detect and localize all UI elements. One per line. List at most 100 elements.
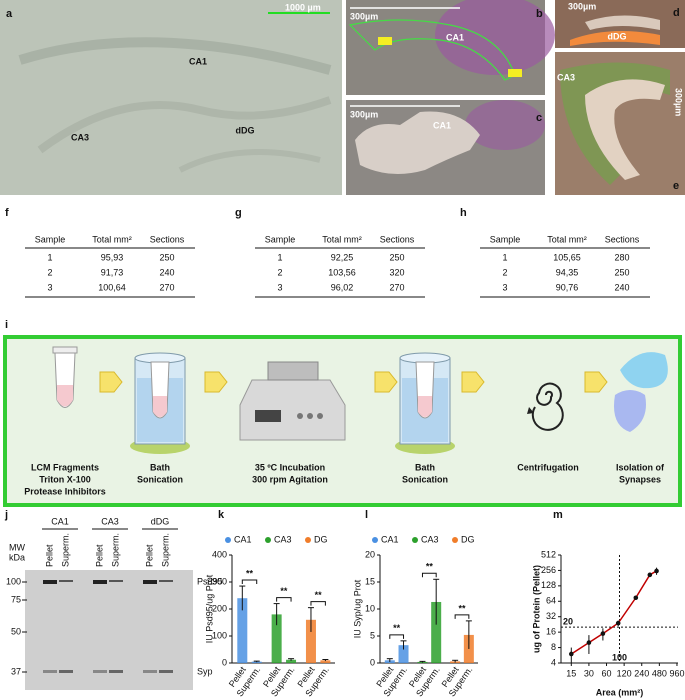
data-line [570,570,657,655]
panel-label: g [235,207,242,219]
data-point [586,640,592,645]
step-label: Sonication [402,474,448,484]
bar [251,661,262,663]
band [93,580,107,584]
lane-label: Pellet [44,544,54,567]
step-label: Sonication [137,474,183,484]
bar [398,645,409,663]
significance-label: ** [246,568,254,578]
region-label: CA1 [189,56,207,66]
y-tick-label: 400 [212,549,227,559]
panel-label: d [673,7,680,19]
table-cell: 96,02 [331,282,354,292]
legend-marker [412,537,418,543]
bar [320,660,331,663]
y-tick-label: 0 [222,657,227,667]
significance-bracket [241,579,258,585]
lane-group: CA3 [101,516,119,526]
x-tick-label: 120 [617,668,632,678]
step-label: Bath [150,462,170,472]
lane-label: Pellet [144,544,154,567]
significance-label: ** [280,586,288,596]
region-label: CA3 [71,132,89,142]
panel-label: e [673,180,679,192]
micrograph-a [0,0,342,195]
table-cell: 1 [277,252,282,262]
table-header: Sample [265,234,296,244]
data-point [569,651,574,657]
significance-bracket [454,614,470,619]
panel-label: f [5,207,9,219]
table-header: Sections [605,234,640,244]
table-cell: 280 [614,252,629,262]
y-axis-title: IU Syp/ug Prot [352,579,362,638]
y-tick-label: 4 [551,657,556,667]
x-tick-label: 480 [652,668,667,678]
table-cell: 3 [47,282,52,292]
micrograph-e [555,52,685,195]
table-cell: 1 [47,252,52,262]
step-label: Triton X-100 [39,474,91,484]
y-tick-label: 100 [212,630,227,640]
scale-bar-label: 300µm [674,88,684,116]
y-tick-label: 64 [546,596,556,606]
mw-title: kDa [9,552,25,562]
bar [431,601,442,663]
x-tick-label: 30 [584,668,594,678]
step-label: Synapses [619,474,661,484]
lane-group: CA1 [51,516,69,526]
panel-label: j [4,509,8,521]
step-label: 300 rpm Agitation [252,474,328,484]
panel-label: c [536,112,542,124]
reference-label: 20 [563,617,573,627]
band [159,670,173,673]
significance-label: ** [393,623,401,633]
table-header: Sections [150,234,185,244]
table-cell: 250 [159,252,174,262]
lane-label: Superm. [110,533,120,567]
data-point [600,631,606,636]
lane-label: Superm. [60,533,70,567]
panel-label: b [536,8,543,20]
y-tick-label: 300 [212,576,227,586]
table-cell: 2 [277,267,282,277]
significance-label: ** [426,562,434,572]
legend-marker [305,537,311,543]
band [143,580,157,584]
step-label: Centrifugation [517,462,579,472]
reference-label: 100 [612,652,627,662]
y-tick-label: 15 [365,576,375,586]
panel-label: k [218,509,225,521]
table-cell: 100,64 [98,282,126,292]
band [59,670,73,673]
band [43,670,57,673]
band [109,670,123,673]
band [59,580,73,582]
mw-marker: 50 [11,626,21,636]
y-tick-label: 5 [370,630,375,640]
band [109,580,123,582]
table-cell: 105,65 [553,252,581,262]
y-tick-label: 128 [541,580,556,590]
step-label: Bath [415,462,435,472]
panel-label: m [553,509,563,521]
significance-bracket [310,601,326,606]
significance-bracket [389,634,405,639]
x-tick-label: 960 [669,668,684,678]
table-cell: 240 [614,282,629,292]
scale-bar-label: 300µm [350,109,378,119]
micrograph-b [346,0,555,95]
scale-bar-label: 300µm [350,11,378,21]
table-cell: 91,73 [101,267,124,277]
mw-marker: 100 [6,576,21,586]
mw-marker: 37 [11,666,21,676]
step-label: 35 ºC Incubation [255,462,325,472]
scale-bar-label: 1000 µm [285,2,321,12]
y-axis-title: IU Psd95/ug Prot [204,574,214,643]
x-tick-label: 15 [566,668,576,678]
y-tick-label: 20 [365,549,375,559]
legend-label: CA1 [234,534,252,544]
legend-marker [372,537,378,543]
y-tick-label: 10 [365,603,375,613]
